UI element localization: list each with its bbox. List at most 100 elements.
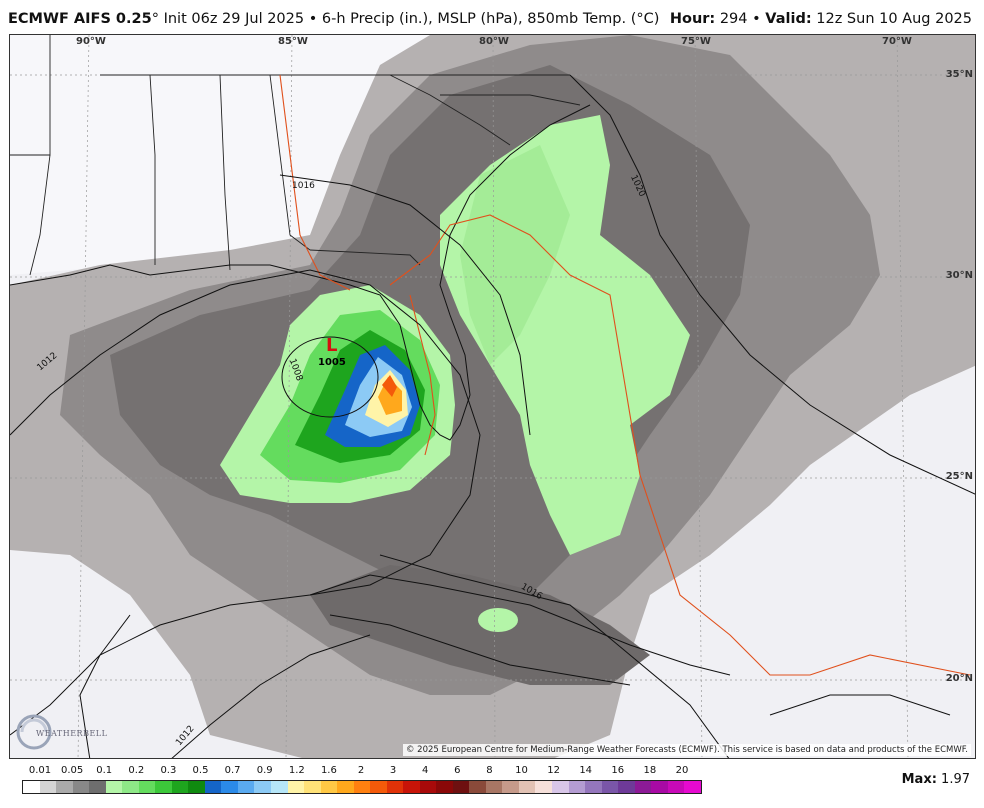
- legend-swatch: [452, 781, 470, 793]
- legend-swatch: [89, 781, 106, 793]
- state-borders: [10, 35, 581, 276]
- precip-legend: 0.01 0.05 0.1 0.2 0.3 0.5 0.7 0.9 1.2 1.6 2 3 4 6 8 10 1…: [22, 765, 702, 795]
- legend-tick-label: 0.2: [128, 765, 145, 776]
- legend-swatch: [171, 781, 189, 793]
- legend-swatch: [568, 781, 586, 793]
- legend-tick-label: 0.9: [256, 765, 273, 776]
- copyright-notice: © 2025 European Centre for Medium-Range …: [402, 744, 971, 756]
- legend-tick-label: 1.2: [288, 765, 305, 776]
- valid-info: Hour: 294 • Valid: 12z Sun 10 Aug 2025: [670, 11, 972, 27]
- legend-swatch: [651, 781, 668, 793]
- legend-swatch: [188, 781, 205, 793]
- legend-swatch: [618, 781, 635, 793]
- legend-swatch: [485, 781, 503, 793]
- legend-tick-label: 0.01: [28, 765, 52, 776]
- legend-swatch: [237, 781, 255, 793]
- legend-swatch: [72, 781, 90, 793]
- lon-label-90w: 90°W: [76, 36, 106, 47]
- legend-swatch: [552, 781, 569, 793]
- legend-swatch: [353, 781, 371, 793]
- legend-swatch: [287, 781, 305, 793]
- legend-swatch: [469, 781, 486, 793]
- legend-swatch: [23, 781, 40, 793]
- map-title: ECMWF AIFS 0.25° Init 06z 29 Jul 2025 • …: [8, 11, 659, 27]
- legend-swatch: [667, 781, 685, 793]
- weather-map: 90°W 85°W 80°W 75°W 70°W 35°N 30°N 25°N …: [9, 34, 976, 759]
- legend-swatch: [39, 781, 57, 793]
- legend-swatch: [585, 781, 602, 793]
- precip-green-core: [460, 145, 570, 365]
- legend-tick-label: 8: [486, 765, 493, 776]
- legend-swatch: [320, 781, 338, 793]
- legend-labels: 0.01 0.05 0.1 0.2 0.3 0.5 0.7 0.9 1.2 1.6 2 3 4 6 8 10 1…: [22, 765, 702, 779]
- init-time: Init 06z 29 Jul 2025: [163, 11, 305, 27]
- legend-tick-label: 12: [547, 765, 560, 776]
- low-pressure-value: 1005: [318, 357, 346, 368]
- weatherbell-logo: WEATHERBELL: [14, 712, 108, 752]
- legend-swatch: [386, 781, 404, 793]
- legend-tick-label: 0.5: [192, 765, 209, 776]
- valid-value: 12z Sun 10 Aug 2025: [816, 11, 972, 27]
- legend-swatch: [204, 781, 222, 793]
- legend-tick-label: 2: [357, 765, 365, 776]
- lon-label-70w: 70°W: [882, 36, 912, 47]
- precip-gulf-red: [382, 375, 397, 397]
- legend-swatch: [270, 781, 288, 793]
- lat-label-25n: 25°N: [945, 471, 973, 482]
- legend-tick-label: 3: [389, 765, 397, 776]
- map-header: ECMWF AIFS 0.25° Init 06z 29 Jul 2025 • …: [0, 0, 984, 34]
- legend-swatch: [304, 781, 321, 793]
- field-list: 6-h Precip (in.), MSLP (hPa), 850mb Temp…: [321, 11, 660, 27]
- legend-tick-label: 0.1: [96, 765, 113, 776]
- legend-tick-label: 0.05: [60, 765, 84, 776]
- legend-tick-label: 4: [422, 765, 429, 776]
- max-value: 1.97: [941, 772, 970, 787]
- low-pressure-symbol: L: [326, 335, 338, 356]
- legend-swatch: [535, 781, 552, 793]
- legend-swatch: [370, 781, 387, 793]
- hour-label: Hour:: [669, 11, 716, 27]
- legend-swatch: [634, 781, 652, 793]
- legend-swatch: [221, 781, 238, 793]
- logo-text: WEATHERBELL: [36, 729, 108, 738]
- lat-label-20n: 20°N: [945, 673, 973, 684]
- max-value-box: Max: 1.97: [902, 772, 970, 787]
- legend-tick-label: 0.3: [160, 765, 177, 776]
- lat-label-30n: 30°N: [945, 270, 973, 281]
- legend-swatch: [601, 781, 619, 793]
- legend-swatch: [436, 781, 453, 793]
- legend-tick-label: 10: [515, 765, 528, 776]
- degree-sign: °: [151, 11, 159, 27]
- lon-label-75w: 75°W: [681, 36, 711, 47]
- precip-green-spot: [478, 608, 518, 632]
- legend-tick-label: 18: [643, 765, 657, 776]
- legend-color-bar: [22, 780, 702, 794]
- model-name: ECMWF AIFS 0.25: [8, 11, 152, 27]
- legend-tick-label: 16: [611, 765, 625, 776]
- legend-swatch: [419, 781, 437, 793]
- isobars: [10, 74, 975, 758]
- legend-swatch: [254, 781, 271, 793]
- legend-tick-label: 20: [675, 765, 689, 776]
- legend-tick-label: 6: [454, 765, 461, 776]
- coastlines: [10, 104, 951, 758]
- legend-swatch: [138, 781, 156, 793]
- max-label: Max:: [901, 772, 937, 787]
- weatherbell-swirl-icon: [16, 714, 52, 750]
- legend-tick-label: 0.7: [224, 765, 241, 776]
- legend-swatch: [105, 781, 123, 793]
- valid-bullet: •: [752, 11, 761, 27]
- legend-swatch: [502, 781, 519, 793]
- lat-label-35n: 35°N: [945, 69, 973, 80]
- legend-swatch: [684, 781, 701, 793]
- lon-label-85w: 85°W: [278, 36, 308, 47]
- legend-swatch: [337, 781, 354, 793]
- valid-label: Valid:: [765, 11, 812, 27]
- legend-tick-label: 1.6: [320, 765, 337, 776]
- legend-swatch: [122, 781, 139, 793]
- title-bullet: •: [308, 11, 318, 27]
- temp-contour-850mb: [279, 74, 971, 676]
- legend-tick-label: 14: [579, 765, 593, 776]
- legend-swatch: [518, 781, 536, 793]
- lon-label-80w: 80°W: [479, 36, 509, 47]
